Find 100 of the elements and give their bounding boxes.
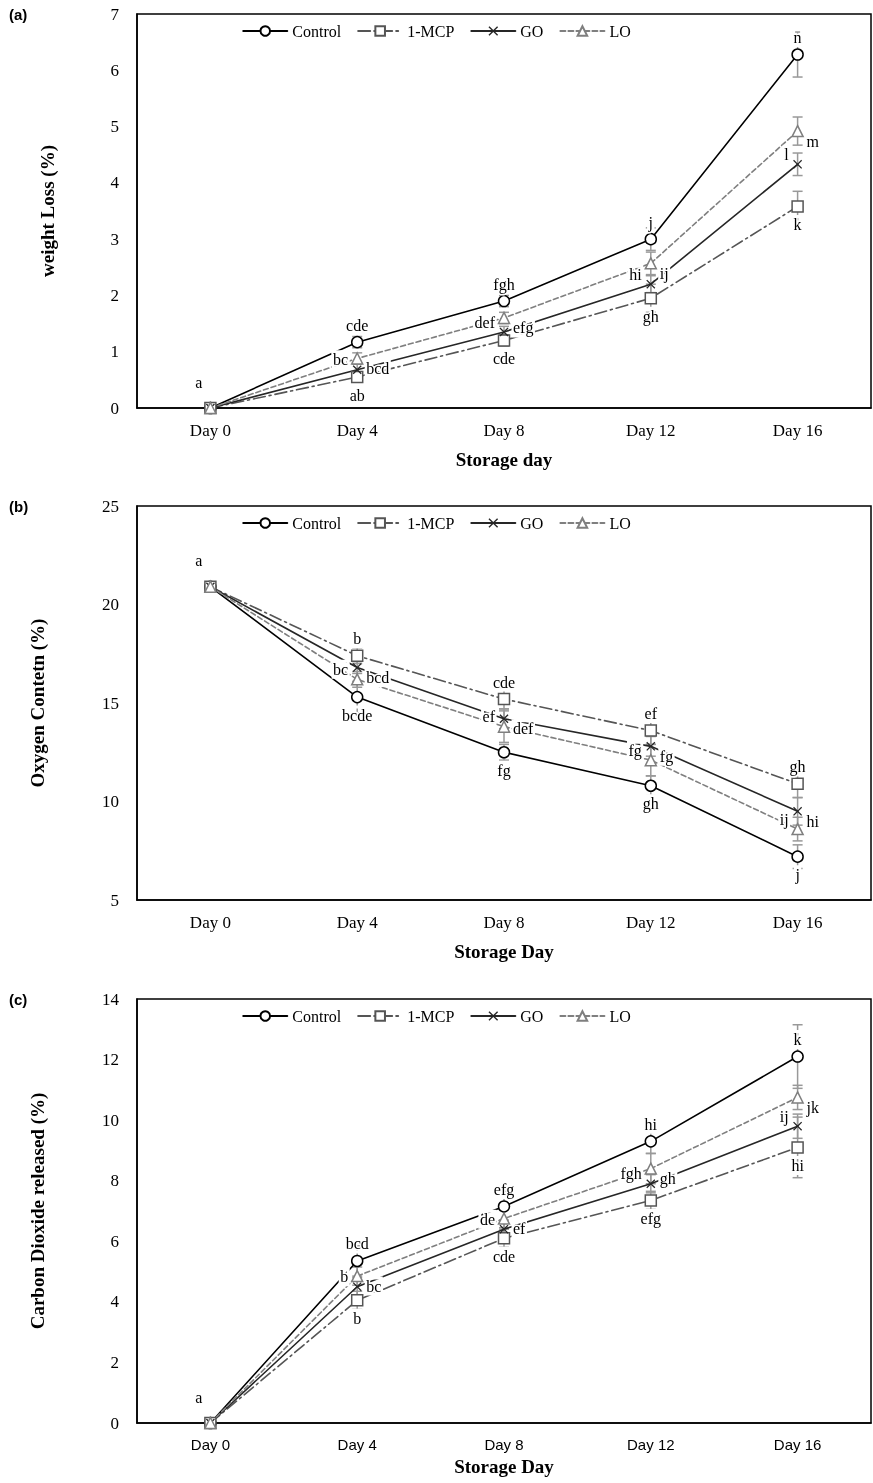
x-tick-label: Day 0 xyxy=(190,1436,230,1453)
x-tick-label: Day 0 xyxy=(189,421,231,440)
y-tick-label: 4 xyxy=(110,1292,120,1312)
x-tick-label: Day 12 xyxy=(626,913,676,932)
y-tick-label: 3 xyxy=(110,229,119,249)
legend-label: 1-MCP xyxy=(407,514,455,532)
annotation: b xyxy=(353,1309,362,1327)
annotation: bcde xyxy=(342,706,373,724)
annotation: gh xyxy=(642,307,659,326)
annotation: b xyxy=(353,630,362,648)
y-tick-label: 6 xyxy=(110,1231,119,1251)
x-tick-label: Day 12 xyxy=(627,1436,675,1453)
annotation: l xyxy=(784,145,790,163)
y-tick-label: 2 xyxy=(110,1352,119,1372)
annotation: cde xyxy=(346,316,369,334)
annotation: cde xyxy=(492,673,516,691)
annotation: j xyxy=(794,866,800,885)
annotation: fg xyxy=(628,741,642,760)
annotation: hi xyxy=(644,1115,658,1133)
y-tick-label: 6 xyxy=(110,60,119,80)
legend-label: 1-MCP xyxy=(407,1007,455,1025)
y-tick-label: 12 xyxy=(102,1050,119,1070)
annotation: a xyxy=(195,373,203,391)
annotation: cde xyxy=(492,1247,516,1265)
y-tick-label: 25 xyxy=(102,496,119,516)
x-tick-label: Day 16 xyxy=(773,1436,822,1453)
annotation: fgh xyxy=(493,275,515,294)
annotation: fg xyxy=(659,747,674,766)
y-tick-label: 20 xyxy=(102,595,119,614)
legend-label: Control xyxy=(292,22,342,40)
legend-label: Control xyxy=(292,1007,342,1025)
annotation: fgh xyxy=(620,1165,642,1184)
annotation: efg xyxy=(493,1180,515,1199)
legend-label: GO xyxy=(520,1007,544,1025)
y-axis-title: weight Loss (%) xyxy=(37,145,59,277)
annotation: bc xyxy=(366,1277,382,1295)
y-tick-label: 2 xyxy=(110,285,119,305)
annotation: de xyxy=(479,1210,495,1228)
annotation: ef xyxy=(513,1220,527,1238)
x-tick-label: Day 8 xyxy=(484,1436,524,1453)
legend-label: 1-MCP xyxy=(407,22,455,40)
y-tick-label: 5 xyxy=(110,117,119,137)
y-tick-label: 10 xyxy=(102,792,119,811)
annotation: hi xyxy=(791,1156,805,1174)
x-axis-title: Storage Day xyxy=(454,1456,555,1477)
annotation: jk xyxy=(805,1098,820,1117)
chart-title: (b) xyxy=(9,498,29,515)
legend-label: LO xyxy=(609,1007,631,1025)
y-tick-label: 0 xyxy=(110,1413,119,1433)
annotation: j xyxy=(647,213,654,232)
annotation: bc xyxy=(333,351,349,369)
legend-label: LO xyxy=(609,514,631,532)
x-axis-title: Storage day xyxy=(455,449,553,470)
legend-label: Control xyxy=(292,514,342,532)
annotation: n xyxy=(793,29,802,47)
x-axis-title: Storage Day xyxy=(454,941,555,962)
annotation: a xyxy=(195,1388,203,1406)
x-tick-label: Day 8 xyxy=(483,421,525,440)
annotation: ab xyxy=(349,386,365,404)
annotation: gh xyxy=(642,795,659,814)
annotation: bc xyxy=(333,660,349,678)
annotation: k xyxy=(793,1031,802,1049)
y-tick-label: 1 xyxy=(110,342,119,362)
annotation: def xyxy=(513,720,535,738)
annotation: a xyxy=(195,552,203,570)
annotation: def xyxy=(474,313,496,331)
x-tick-label: Day 4 xyxy=(336,421,379,440)
y-tick-label: 7 xyxy=(110,4,120,24)
annotation: gh xyxy=(789,758,806,777)
x-tick-label: Day 0 xyxy=(189,913,231,932)
annotation: ef xyxy=(644,705,658,723)
y-axis-title: Oxygen Contetn (%) xyxy=(27,618,49,788)
annotation: bcd xyxy=(345,1235,369,1253)
annotation: bcd xyxy=(366,669,390,687)
y-tick-label: 15 xyxy=(102,693,119,713)
x-tick-label: Day 4 xyxy=(337,1436,377,1453)
annotation: hi xyxy=(806,812,820,830)
annotation: ef xyxy=(482,708,496,726)
annotation: fg xyxy=(497,761,511,780)
y-tick-label: 0 xyxy=(110,398,119,418)
x-tick-label: Day 4 xyxy=(336,913,379,932)
x-tick-label: Day 8 xyxy=(483,913,525,932)
legend-label: GO xyxy=(520,22,544,40)
y-tick-label: 14 xyxy=(102,989,120,1009)
annotation: k xyxy=(793,216,802,233)
y-axis-title: Carbon Dioxide released (%) xyxy=(27,1092,49,1330)
legend-label: LO xyxy=(609,22,631,40)
y-tick-label: 4 xyxy=(110,173,120,193)
legend-label: GO xyxy=(520,514,544,532)
x-tick-label: Day 12 xyxy=(626,421,676,440)
x-tick-label: Day 16 xyxy=(772,421,823,440)
annotation: ij xyxy=(779,810,789,829)
annotation: ij xyxy=(779,1107,789,1126)
chart-title: (a) xyxy=(9,6,28,23)
annotation: m xyxy=(806,132,820,150)
y-tick-label: 10 xyxy=(102,1110,119,1130)
annotation: efg xyxy=(640,1209,662,1228)
x-tick-label: Day 16 xyxy=(772,913,823,932)
y-tick-label: 8 xyxy=(110,1171,119,1191)
y-tick-label: 5 xyxy=(110,890,119,910)
